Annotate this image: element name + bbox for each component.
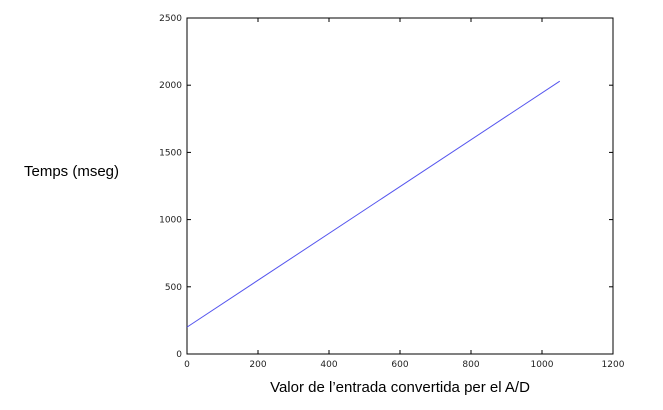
y-tick-label: 500	[165, 283, 182, 293]
series-line	[186, 80, 561, 328]
x-tick-label: 800	[462, 360, 479, 370]
y-axis-ticks: 0 500 1000 1500 2000 2500	[159, 14, 613, 360]
x-tick-label: 400	[320, 360, 337, 370]
y-tick-label: 1500	[159, 148, 182, 158]
x-tick-label: 600	[391, 360, 408, 370]
y-tick-label: 0	[176, 350, 182, 360]
x-tick-label: 200	[249, 360, 266, 370]
x-axis-title: Valor de l’entrada convertida per el A/D	[270, 379, 530, 396]
x-tick-label: 1000	[531, 360, 554, 370]
y-axis-title: Temps (mseg)	[24, 163, 119, 180]
x-axis-ticks: 0 200 400 600 800 1000 1200	[184, 18, 625, 370]
x-tick-label: 1200	[602, 360, 625, 370]
x-tick-label: 0	[184, 360, 190, 370]
y-tick-label: 1000	[159, 216, 182, 226]
y-tick-label: 2500	[159, 14, 182, 24]
y-tick-label: 2000	[159, 81, 182, 91]
series-layer	[186, 80, 561, 328]
